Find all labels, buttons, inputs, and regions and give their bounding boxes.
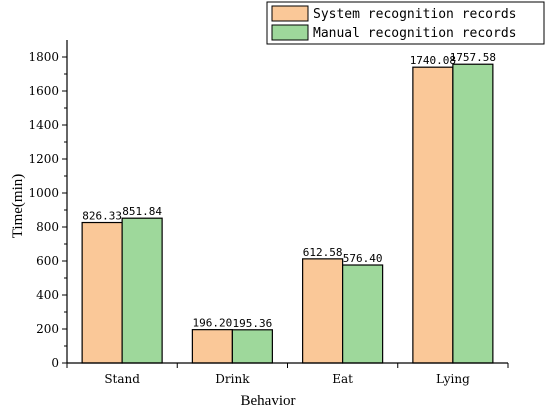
bar-eat-series-1: [302, 258, 344, 364]
legend-label-series-2: Manual recognition records: [313, 26, 517, 41]
legend-swatch-series-2: [271, 24, 309, 41]
x-tick-label-lying: Lying: [436, 372, 470, 386]
data-label-lying-series-2: 1757.58: [450, 51, 496, 64]
y-axis-title: Time(min): [10, 174, 26, 238]
x-axis-title: Behavior: [241, 393, 296, 409]
bar-drink-series-2: [231, 329, 273, 364]
bar-drink-series-1: [191, 329, 233, 364]
data-label-drink-series-2: 195.36: [233, 317, 273, 330]
bars-layer: [81, 63, 494, 364]
bar-lying-series-2: [452, 63, 494, 364]
data-label-drink-series-1: 196.20: [193, 317, 233, 330]
y-tick-label-800: 800: [36, 220, 59, 234]
legend-swatch-series-1: [271, 5, 309, 22]
legend-label-series-1: System recognition records: [313, 7, 517, 22]
data-label-stand-series-2: 851.84: [122, 205, 162, 218]
y-tick-label-1600: 1600: [28, 84, 59, 98]
legend: System recognition records Manual recogni…: [266, 1, 545, 45]
y-tick-label-1000: 1000: [28, 186, 59, 200]
y-tick-label-1200: 1200: [28, 152, 59, 166]
data-label-stand-series-1: 826.33: [82, 210, 122, 223]
data-label-eat-series-1: 612.58: [303, 246, 343, 259]
data-label-eat-series-2: 576.40: [343, 252, 383, 265]
x-tick-label-stand: Stand: [104, 372, 140, 386]
bar-stand-series-1: [81, 221, 123, 364]
data-label-lying-series-1: 1740.08: [410, 54, 456, 67]
y-tick-label-1800: 1800: [28, 50, 59, 64]
y-tick-label-1400: 1400: [28, 118, 59, 132]
legend-box: [266, 1, 545, 45]
bar-eat-series-2: [342, 264, 384, 364]
bar-lying-series-1: [412, 66, 454, 364]
y-tick-label-400: 400: [36, 288, 59, 302]
x-tick-label-eat: Eat: [332, 372, 353, 386]
y-tick-label-200: 200: [36, 322, 59, 336]
y-tick-label-600: 600: [36, 254, 59, 268]
bar-stand-series-2: [121, 217, 163, 364]
y-tick-label-0: 0: [51, 356, 59, 370]
data-labels-layer: 826.33 851.84 196.20 195.36 612.58 576.40 1740…: [82, 51, 496, 330]
axes-layer: 0 200 400 600 800 1000 1200 1400 1600 1800 Stand Dr…: [28, 40, 509, 386]
x-tick-label-drink: Drink: [215, 372, 250, 386]
